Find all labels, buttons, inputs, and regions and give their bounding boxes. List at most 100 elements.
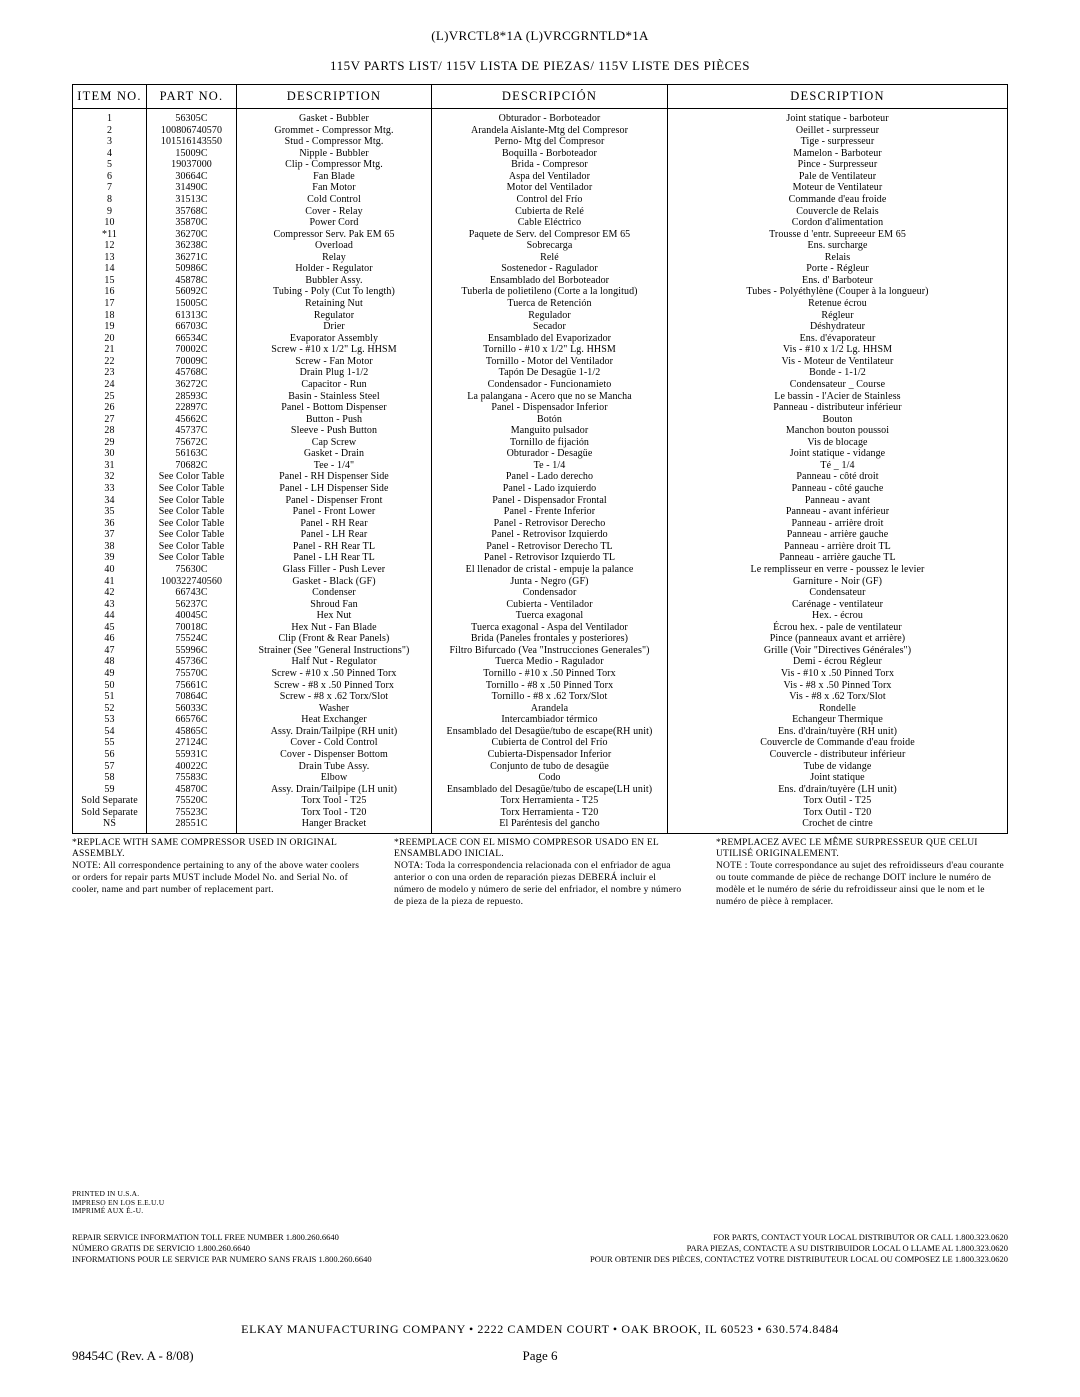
table-cell: Heat Exchanger bbox=[237, 714, 432, 726]
table-cell: 45736C bbox=[147, 656, 237, 668]
table-cell: 70009C bbox=[147, 356, 237, 368]
table-cell: 66576C bbox=[147, 714, 237, 726]
table-cell: Écrou hex. - pale de ventilateur bbox=[668, 622, 1008, 634]
table-cell: See Color Table bbox=[147, 541, 237, 553]
table-row: 5945870CAssy. Drain/Tailpipe (LH unit)En… bbox=[73, 783, 1008, 795]
table-row: 2975672CCap ScrewTornillo de fijaciónVis… bbox=[73, 437, 1008, 449]
table-cell: Tuerca exagonal - Aspa del Ventilador bbox=[432, 622, 668, 634]
service-right-2: PARA PIEZAS, CONTACTE A SU DISTRIBUIDOR … bbox=[590, 1243, 1008, 1254]
table-cell: Screw - #10 x .50 Pinned Torx bbox=[237, 668, 432, 680]
table-cell: Sold Separate bbox=[73, 807, 147, 819]
table-cell: Cubierta - Ventilador bbox=[432, 598, 668, 610]
table-row: 2436272CCapacitor - RunCondensador - Fun… bbox=[73, 379, 1008, 391]
table-cell: 12 bbox=[73, 240, 147, 252]
table-cell: 70682C bbox=[147, 460, 237, 472]
table-cell: Tornillo de fijación bbox=[432, 437, 668, 449]
table-cell: 56237C bbox=[147, 598, 237, 610]
table-cell: See Color Table bbox=[147, 529, 237, 541]
parts-table-wrap: ITEM NO. PART NO. DESCRIPTION DESCRIPCIÓ… bbox=[72, 84, 1008, 834]
table-cell: El llenador de cristal - empuje la palan… bbox=[432, 564, 668, 576]
table-row: 34See Color TablePanel - Dispenser Front… bbox=[73, 494, 1008, 506]
table-row: 2622897CPanel - Bottom DispenserPanel - … bbox=[73, 402, 1008, 414]
table-row: 2845737CSleeve - Push ButtonManguito pul… bbox=[73, 425, 1008, 437]
table-row: 5366576CHeat ExchangerIntercambiador tér… bbox=[73, 714, 1008, 726]
table-cell: 27 bbox=[73, 413, 147, 425]
table-cell: Perno- Mtg del Compresor bbox=[432, 136, 668, 148]
table-cell: Junta - Negro (GF) bbox=[432, 575, 668, 587]
table-cell: 19 bbox=[73, 321, 147, 333]
service-left: REPAIR SERVICE INFORMATION TOLL FREE NUM… bbox=[72, 1232, 372, 1265]
table-cell: 75630C bbox=[147, 564, 237, 576]
table-cell: Tee - 1/4" bbox=[237, 460, 432, 472]
table-cell: Sostenedor - Ragulador bbox=[432, 263, 668, 275]
table-cell: Condenser bbox=[237, 587, 432, 599]
table-cell: Torx Outil - T25 bbox=[668, 795, 1008, 807]
table-row: 36See Color TablePanel - RH RearPanel - … bbox=[73, 518, 1008, 530]
table-row: 1656092CTubing - Poly (Cut To length)Tub… bbox=[73, 286, 1008, 298]
table-cell: 2 bbox=[73, 124, 147, 136]
table-cell: Condensateur bbox=[668, 587, 1008, 599]
table-cell: Ensamblado del Desagüe/tubo de escape(RH… bbox=[432, 726, 668, 738]
table-cell: Control del Frío bbox=[432, 194, 668, 206]
table-row: 630664CFan BladeAspa del VentiladorPale … bbox=[73, 171, 1008, 183]
table-cell: Vis - #10 x .50 Pinned Torx bbox=[668, 668, 1008, 680]
table-cell: Drier bbox=[237, 321, 432, 333]
table-cell: 66743C bbox=[147, 587, 237, 599]
footer-rev: 98454C (Rev. A - 8/08) bbox=[72, 1348, 194, 1364]
table-cell: 57 bbox=[73, 760, 147, 772]
table-cell: Panneau - arrière droit bbox=[668, 518, 1008, 530]
table-row: 35See Color TablePanel - Front LowerPane… bbox=[73, 506, 1008, 518]
table-cell: Cover - Cold Control bbox=[237, 737, 432, 749]
table-row: 731490CFan MotorMotor del VentiladorMote… bbox=[73, 182, 1008, 194]
table-cell: Panneau - avant bbox=[668, 494, 1008, 506]
table-cell: 75672C bbox=[147, 437, 237, 449]
table-cell: 55996C bbox=[147, 645, 237, 657]
table-cell: Manchon bouton poussoi bbox=[668, 425, 1008, 437]
table-cell: 45865C bbox=[147, 726, 237, 738]
table-cell: 56163C bbox=[147, 448, 237, 460]
table-cell: See Color Table bbox=[147, 483, 237, 495]
table-cell: Tuerca exagonal bbox=[432, 610, 668, 622]
table-cell: Vis de blocage bbox=[668, 437, 1008, 449]
table-row: 831513CCold ControlControl del FríoComma… bbox=[73, 194, 1008, 206]
table-cell: 9 bbox=[73, 205, 147, 217]
table-cell: Basin - Stainless Steel bbox=[237, 390, 432, 402]
table-cell: Obturador - Desagüe bbox=[432, 448, 668, 460]
table-cell: Hex. - écrou bbox=[668, 610, 1008, 622]
table-cell: Cable Eléctrico bbox=[432, 217, 668, 229]
table-cell: Stud - Compressor Mtg. bbox=[237, 136, 432, 148]
table-cell: Bonde - 1-1/2 bbox=[668, 367, 1008, 379]
table-cell: Commande d'eau froide bbox=[668, 194, 1008, 206]
table-cell: Tornillo - #10 x .50 Pinned Torx bbox=[432, 668, 668, 680]
header-codes: (L)VRCTL8*1A (L)VRCGRNTLD*1A bbox=[0, 0, 1080, 44]
table-cell: 53 bbox=[73, 714, 147, 726]
table-cell: Overload bbox=[237, 240, 432, 252]
table-cell: Hex Nut - Fan Blade bbox=[237, 622, 432, 634]
table-cell: 75570C bbox=[147, 668, 237, 680]
table-cell: 22 bbox=[73, 356, 147, 368]
table-cell: Nipple - Bubbler bbox=[237, 148, 432, 160]
table-cell: Screw - #8 x .62 Torx/Slot bbox=[237, 691, 432, 703]
service-row: REPAIR SERVICE INFORMATION TOLL FREE NUM… bbox=[72, 1232, 1008, 1265]
table-cell: Cordon d'alimentation bbox=[668, 217, 1008, 229]
table-cell: 42 bbox=[73, 587, 147, 599]
table-cell: Ens. d' Barboteur bbox=[668, 275, 1008, 287]
table-cell: 52 bbox=[73, 703, 147, 715]
table-cell: Arandela bbox=[432, 703, 668, 715]
table-cell: Panel - Dispensador Inferior bbox=[432, 402, 668, 414]
service-left-3: INFORMATIONS POUR LE SERVICE PAR NUMERO … bbox=[72, 1254, 372, 1265]
table-row: 1966703CDrierSecadorDéshydrateur bbox=[73, 321, 1008, 333]
table-cell: Bubbler Assy. bbox=[237, 275, 432, 287]
table-cell: 58 bbox=[73, 772, 147, 784]
table-cell: Screw - #10 x 1/2" Lg. HHSM bbox=[237, 344, 432, 356]
table-cell: Evaporator Assembly bbox=[237, 333, 432, 345]
printed-fr: IMPRIMÉ AUX É.-U. bbox=[72, 1207, 164, 1216]
table-cell: 24 bbox=[73, 379, 147, 391]
table-row: 37See Color TablePanel - LH RearPanel - … bbox=[73, 529, 1008, 541]
table-cell: 70018C bbox=[147, 622, 237, 634]
table-row: 39See Color TablePanel - LH Rear TLPanel… bbox=[73, 552, 1008, 564]
table-cell: Panel - LH Rear bbox=[237, 529, 432, 541]
table-cell: NS bbox=[73, 818, 147, 833]
table-row: 5256033CWasherArandelaRondelle bbox=[73, 703, 1008, 715]
table-cell: 21 bbox=[73, 344, 147, 356]
